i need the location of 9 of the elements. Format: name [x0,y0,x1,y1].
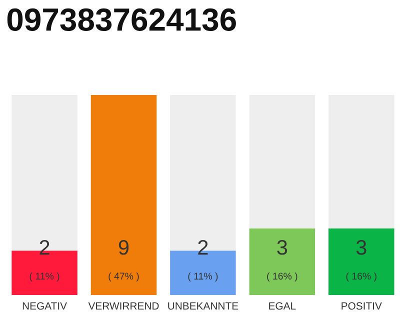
data-label: 3 ( 16% ) [346,240,376,282]
data-label: 9 ( 47% ) [108,240,139,282]
x-tick-label: UNBEKANNTE [168,302,238,310]
x-tick-label: EGAL [269,302,296,310]
x-tick-label: POSITIV [342,302,382,310]
chart-title: 0973837624136 [7,8,236,32]
data-label: 3 ( 16% ) [267,240,298,282]
x-tick-label: VERWIRREND [88,302,159,310]
x-tick-label: NEGATIV [22,302,67,310]
